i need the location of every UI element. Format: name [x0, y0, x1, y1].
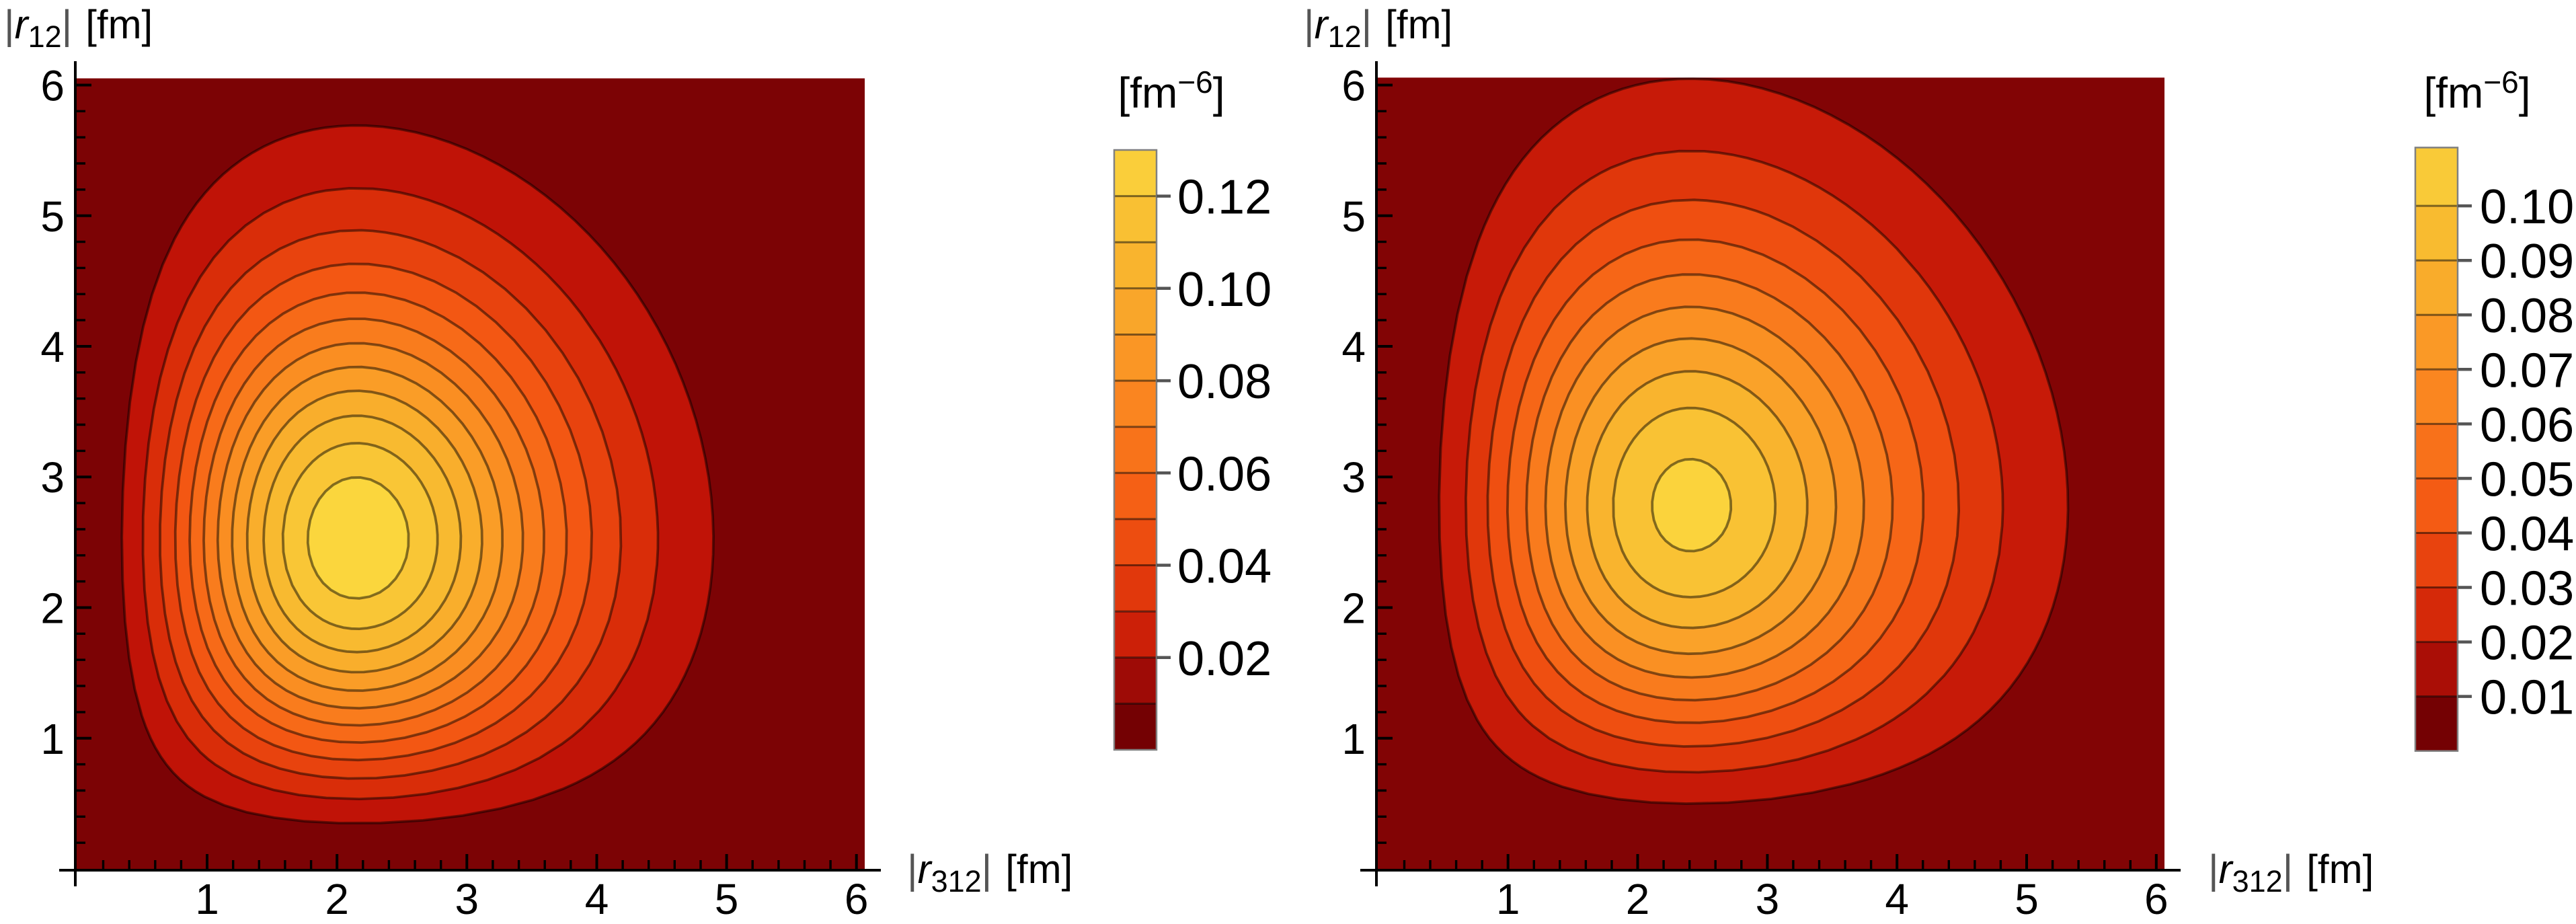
svg-text:6: 6 — [845, 875, 869, 923]
svg-text:0.10: 0.10 — [2480, 180, 2574, 234]
svg-text:1: 1 — [40, 715, 65, 763]
svg-text:0.01: 0.01 — [2480, 671, 2574, 725]
svg-text:0.03: 0.03 — [2480, 562, 2574, 616]
svg-text:5: 5 — [40, 192, 65, 241]
svg-text:6: 6 — [2144, 875, 2169, 923]
svg-text:0.08: 0.08 — [1177, 355, 1272, 409]
svg-text:0.08: 0.08 — [2480, 289, 2574, 343]
svg-text:6: 6 — [40, 62, 65, 110]
svg-text:[fm−6]: [fm−6] — [1118, 65, 1224, 117]
svg-text:0.04: 0.04 — [1177, 540, 1272, 594]
svg-text:0.06: 0.06 — [2480, 398, 2574, 452]
svg-text:3: 3 — [455, 875, 479, 923]
svg-text:0.10: 0.10 — [1177, 263, 1272, 317]
svg-text:3: 3 — [1756, 875, 1780, 923]
svg-text:6: 6 — [1341, 62, 1366, 110]
svg-text:1: 1 — [1496, 875, 1520, 923]
svg-text:1: 1 — [195, 875, 219, 923]
svg-text:0.06: 0.06 — [1177, 447, 1272, 501]
svg-text:4: 4 — [1885, 875, 1909, 923]
svg-text:0.02: 0.02 — [1177, 632, 1272, 686]
svg-text:2: 2 — [40, 584, 65, 633]
svg-text:0.09: 0.09 — [2480, 235, 2574, 288]
svg-text:0.12: 0.12 — [1177, 171, 1272, 225]
svg-text:0.05: 0.05 — [2480, 453, 2574, 506]
svg-text:2: 2 — [1341, 584, 1366, 633]
svg-text:2: 2 — [325, 875, 349, 923]
svg-text:5: 5 — [1341, 192, 1366, 241]
svg-text:|r12|[fm]: |r12| [fm] — [1304, 2, 1452, 54]
svg-text:3: 3 — [1341, 453, 1366, 502]
svg-text:|r12|[fm]: |r12| [fm] — [4, 2, 153, 54]
svg-text:0.07: 0.07 — [2480, 344, 2574, 397]
svg-text:4: 4 — [585, 875, 609, 923]
svg-text:4: 4 — [1341, 323, 1366, 371]
svg-text:5: 5 — [2015, 875, 2039, 923]
svg-text:0.04: 0.04 — [2480, 508, 2574, 562]
svg-text:2: 2 — [1626, 875, 1650, 923]
svg-text:3: 3 — [40, 453, 65, 502]
svg-text:|r312|[fm]: |r312| [fm] — [907, 847, 1072, 898]
svg-text:4: 4 — [40, 323, 65, 371]
svg-text:0.02: 0.02 — [2480, 617, 2574, 670]
svg-text:|r312|[fm]: |r312| [fm] — [2208, 847, 2374, 898]
svg-text:1: 1 — [1341, 715, 1366, 763]
svg-text:5: 5 — [715, 875, 739, 923]
